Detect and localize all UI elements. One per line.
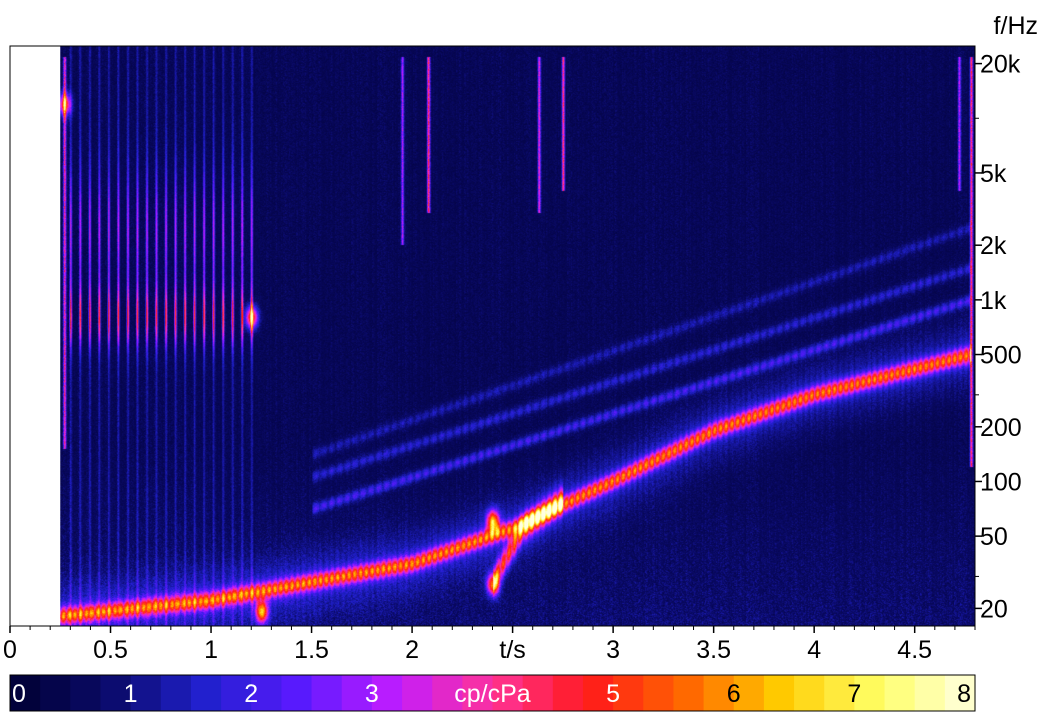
colorbar-segment — [402, 675, 433, 711]
colorbar-label: cp/cPa — [454, 680, 531, 708]
y-tick-label: 5k — [980, 160, 1007, 188]
colorbar-segment — [794, 675, 825, 711]
y-tick-label: 500 — [980, 342, 1022, 370]
colorbar-segment — [673, 675, 705, 711]
colorbar-segment — [492, 675, 524, 711]
colorbar-segment — [130, 675, 162, 711]
colorbar-segment — [854, 675, 886, 711]
colorbar-segment — [643, 675, 675, 711]
colorbar-segment — [311, 675, 343, 711]
y-tick-label: 200 — [980, 414, 1022, 442]
x-tick-label: 4 — [807, 636, 821, 664]
colorbar-segment — [763, 675, 795, 711]
colorbar-segment — [100, 675, 132, 711]
y-tick-label: 100 — [980, 468, 1022, 496]
x-tick-label: 1 — [204, 636, 218, 664]
colorbar-segment — [371, 675, 403, 711]
colorbar-segment — [251, 675, 283, 711]
colorbar-segment — [582, 675, 614, 711]
colorbar-label: 3 — [365, 680, 379, 708]
colorbar-frame — [9, 674, 976, 712]
colorbar-segment — [221, 675, 252, 711]
colorbar-segment — [432, 675, 463, 711]
y-tick-label: 20 — [980, 595, 1008, 623]
spectrogram-heatmap — [60, 46, 976, 626]
y-tick-label: 2k — [980, 232, 1007, 260]
frequency-axis-label: f/Hz — [994, 12, 1038, 40]
x-tick-label: 2 — [405, 636, 419, 664]
colorbar: 0 1 2 3 cp/cPa 5 6 7 8 — [9, 674, 976, 712]
colorbar-segment — [190, 675, 222, 711]
x-tick-label: 1.5 — [294, 636, 329, 664]
colorbar-label: 8 — [957, 680, 971, 708]
x-tick-label: 3.5 — [696, 636, 731, 664]
x-tick-label: 0.5 — [93, 636, 128, 664]
colorbar-segment — [281, 675, 313, 711]
x-tick-label: 4.5 — [897, 636, 932, 664]
colorbar-segment — [613, 675, 644, 711]
x-tick-label: t/s — [499, 636, 525, 664]
colorbar-segment — [70, 675, 102, 711]
time-axis: 0 0.5 1 1.5 2 t/s 3 3.5 4 4.5 — [3, 626, 976, 664]
colorbar-label: 0 — [12, 680, 26, 708]
frequency-axis: 20 50 100 200 500 1k 2k 5k 20k — [975, 51, 1022, 623]
colorbar-segment — [160, 675, 192, 711]
colorbar-segment — [824, 675, 855, 711]
colorbar-segment — [10, 675, 41, 711]
colorbar-segment — [40, 675, 71, 711]
colorbar-segment — [552, 675, 584, 711]
colorbar-label: 1 — [124, 680, 138, 708]
y-tick-label: 20k — [980, 51, 1021, 79]
colorbar-segment — [884, 675, 916, 711]
colorbar-label: 6 — [727, 680, 741, 708]
x-tick-label: 0 — [3, 636, 17, 664]
y-tick-label: 1k — [980, 287, 1007, 315]
colorbar-segment — [703, 675, 735, 711]
colorbar-label: 5 — [606, 680, 620, 708]
y-tick-label: 50 — [980, 523, 1008, 551]
colorbar-segment — [944, 675, 976, 711]
colorbar-segment — [462, 675, 494, 711]
colorbar-label: 7 — [847, 680, 861, 708]
colorbar-segment — [341, 675, 373, 711]
colorbar-segment — [733, 675, 765, 711]
colorbar-segment — [914, 675, 946, 711]
x-tick-label: 3 — [606, 636, 620, 664]
colorbar-label: 2 — [244, 680, 258, 708]
colorbar-segment — [522, 675, 554, 711]
